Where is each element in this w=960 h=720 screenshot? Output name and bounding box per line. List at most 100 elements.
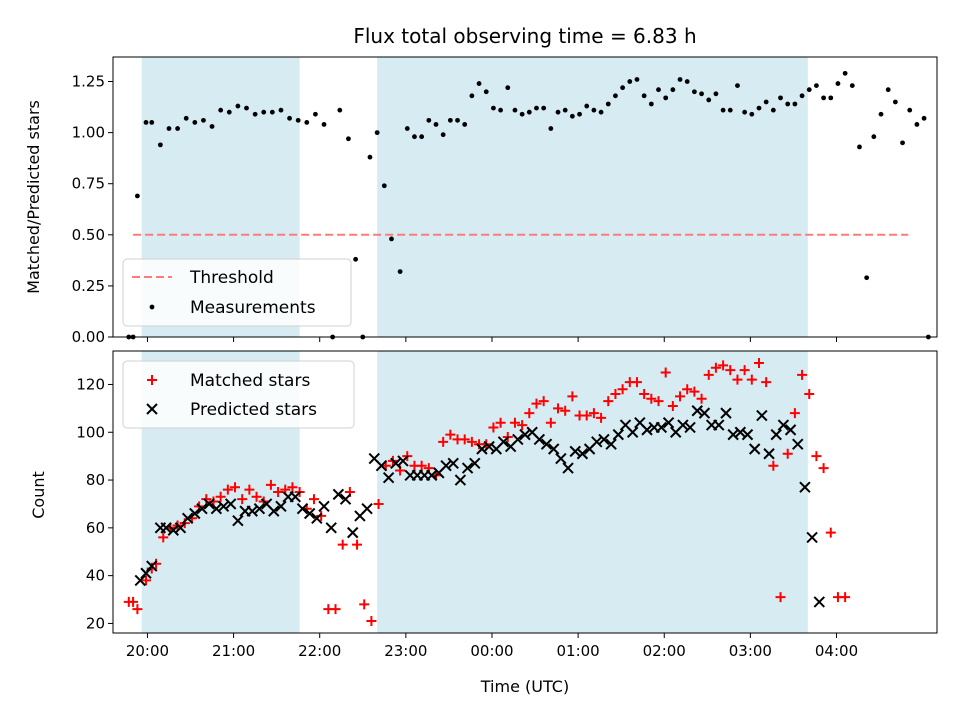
top-series-0-point-73: [677, 77, 683, 82]
legend-matched-swatch: [147, 375, 157, 385]
top-series-0-point-66: [627, 79, 633, 84]
top-series-0-point-55: [548, 126, 554, 131]
top-series-0-point-4: [149, 120, 155, 125]
bottom-series-1: [134, 405, 825, 608]
bottom-series-1-point-74: [662, 416, 675, 429]
bottom-series-0-point-69: [610, 389, 621, 400]
bottom-series-1-point-62: [576, 448, 589, 460]
top-y-axis-label: Matched/Predicted stars: [24, 100, 43, 294]
bottom-series-1-point-36: [390, 457, 402, 470]
bottom-series-1-point-47: [469, 457, 481, 470]
bottom-series-1-point-1: [140, 567, 152, 579]
top-series-0-point-7: [175, 126, 180, 131]
bottom-series-0-point-28: [316, 510, 327, 521]
bottom-series-0-point-82: [703, 369, 714, 380]
top-series-0-point-57: [562, 107, 568, 113]
bottom-series-0-point-83: [710, 362, 721, 373]
bottom-series-1-point-10: [203, 498, 215, 510]
bottom-series-0-point-89: [753, 357, 764, 368]
bottom-series-1-point-14: [232, 514, 244, 527]
bottom-ytick-label-2: 60: [86, 519, 105, 537]
top-series-0-point-68: [641, 93, 647, 99]
bottom-series-0-point-65: [581, 410, 592, 421]
top-series-0-point-24: [321, 122, 327, 127]
top-series-0-point-104: [900, 140, 905, 146]
bottom-series-0-point-17: [237, 494, 248, 505]
bottom-series-0-point-49: [466, 436, 477, 447]
top-series-0-point-50: [512, 107, 518, 113]
bottom-series-0-point-12: [201, 494, 212, 505]
xtick-label-3: 23:00: [384, 642, 427, 660]
bottom-series-1-point-22: [289, 491, 302, 503]
bottom-series-1-point-54: [519, 428, 531, 441]
top-series-0-point-92: [814, 83, 819, 89]
bottom-series-0-point-56: [517, 420, 528, 431]
bottom-series-0-point-46: [445, 429, 456, 440]
bottom-series-1-point-11: [210, 503, 223, 515]
bottom-series-1-point-2: [146, 560, 158, 572]
xtick-label-8: 04:00: [815, 642, 858, 660]
bottom-series-1-point-88: [763, 448, 775, 460]
bottom-series-1-point-5: [167, 524, 180, 536]
legend-measurements-label: Measurements: [190, 298, 316, 318]
top-series-0-point-64: [613, 93, 618, 99]
top-ytick-label-2: 0.50: [72, 226, 105, 244]
bottom-series-1-point-79: [698, 407, 711, 419]
top-series-0-point-105: [907, 107, 913, 113]
bottom-legend-box: [122, 360, 355, 429]
top-series-0-point-21: [295, 117, 301, 123]
top-series-0-point-11: [209, 124, 215, 129]
top-series-0-point-65: [620, 85, 626, 91]
bottom-series-1-point-29: [339, 493, 352, 505]
top-series-0-point-85: [763, 99, 769, 105]
bottom-series-0-point-91: [768, 460, 779, 471]
bottom-shaded-period-1: [377, 351, 808, 633]
bottom-series-0-point-61: [553, 403, 564, 414]
bottom-series-0-point-55: [509, 417, 520, 428]
bottom-series-1-point-76: [677, 419, 689, 431]
bottom-series-1-point-87: [756, 409, 768, 422]
bottom-series-1-point-46: [461, 462, 474, 474]
top-series-0-point-98: [857, 144, 862, 150]
top-series-0-point-60: [584, 103, 590, 109]
bottom-series-0-point-42: [416, 460, 427, 471]
bottom-series-1-point-92: [792, 438, 804, 450]
bottom-series-1-point-82: [720, 407, 732, 419]
top-series-0-point-40: [440, 132, 446, 138]
top-series-0-point-12: [218, 107, 224, 113]
bottom-series-0-point-45: [438, 436, 449, 447]
top-series-0-point-62: [598, 109, 604, 115]
xtick-label-1: 21:00: [212, 642, 255, 660]
top-series-0-point-33: [389, 236, 394, 242]
bottom-series-1-point-4: [160, 522, 172, 534]
bottom-series-1-point-16: [246, 505, 258, 517]
top-series-0-point-38: [426, 117, 432, 123]
bottom-series-0-point-48: [459, 434, 470, 445]
top-series-0-point-88: [785, 101, 791, 107]
top-series-0-point-107: [921, 115, 927, 121]
bottom-series-1-point-95: [813, 596, 825, 608]
top-series-0-point-39: [433, 122, 439, 127]
top-series-0-point-77: [706, 97, 712, 103]
top-legend: Threshold Measurements: [122, 258, 352, 327]
bottom-series-1-point-48: [476, 443, 488, 455]
bottom-series-1-point-89: [770, 428, 782, 441]
bottom-series-0-point-3: [141, 575, 152, 586]
bottom-series-1-point-53: [512, 433, 524, 446]
bottom-series-0-point-62: [560, 405, 571, 416]
bottom-series-1-point-8: [189, 507, 201, 520]
top-series-0-point-67: [634, 77, 640, 82]
top-series-0-point-49: [505, 85, 511, 91]
top-series-0-point-83: [749, 111, 755, 117]
bottom-series-0-point-99: [825, 527, 836, 538]
top-series-0-point-101: [878, 111, 884, 117]
bottom-series-0-point-94: [789, 408, 800, 419]
bottom-series-1-point-49: [483, 440, 495, 453]
bottom-series-1-point-93: [799, 481, 811, 493]
bottom-series-1-point-20: [275, 500, 287, 513]
bottom-series-1-point-26: [318, 500, 330, 513]
bottom-series-0-point-6: [158, 532, 169, 543]
top-ytick-label-4: 1.00: [72, 124, 105, 142]
top-series-0-point-100: [871, 134, 877, 140]
bottom-series-0-point-21: [265, 479, 276, 490]
